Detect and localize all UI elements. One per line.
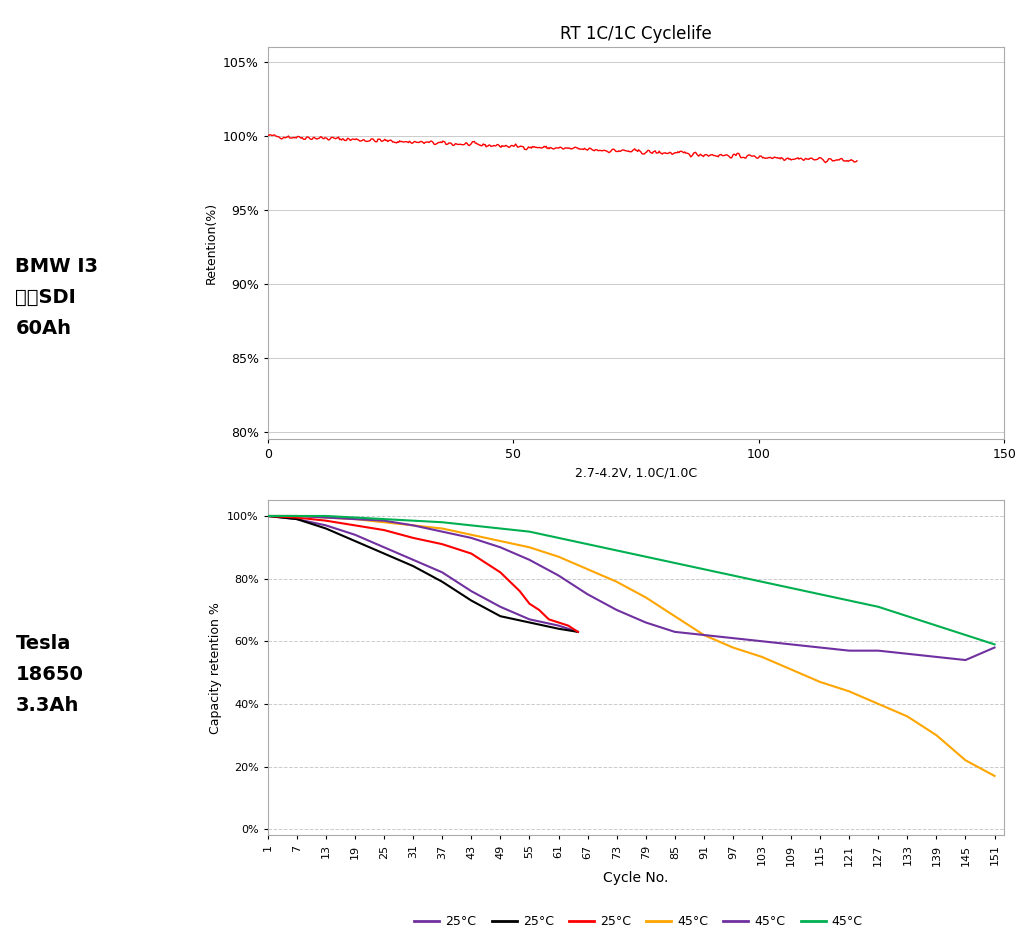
Legend: 25°C, 25°C, 25°C, 45°C, 45°C, 45°C: 25°C, 25°C, 25°C, 45°C, 45°C, 45°C bbox=[409, 910, 868, 933]
Y-axis label: Retention(%): Retention(%) bbox=[204, 202, 217, 284]
X-axis label: Cycle No.: Cycle No. bbox=[604, 871, 668, 885]
Text: BMW I3
三星SDI
60Ah: BMW I3 三星SDI 60Ah bbox=[15, 257, 99, 338]
Y-axis label: Capacity retention %: Capacity retention % bbox=[209, 602, 221, 733]
X-axis label: 2.7-4.2V, 1.0C/1.0C: 2.7-4.2V, 1.0C/1.0C bbox=[575, 466, 697, 480]
Title: RT 1C/1C Cyclelife: RT 1C/1C Cyclelife bbox=[560, 25, 712, 42]
Text: Tesla
18650
3.3Ah: Tesla 18650 3.3Ah bbox=[15, 634, 83, 716]
